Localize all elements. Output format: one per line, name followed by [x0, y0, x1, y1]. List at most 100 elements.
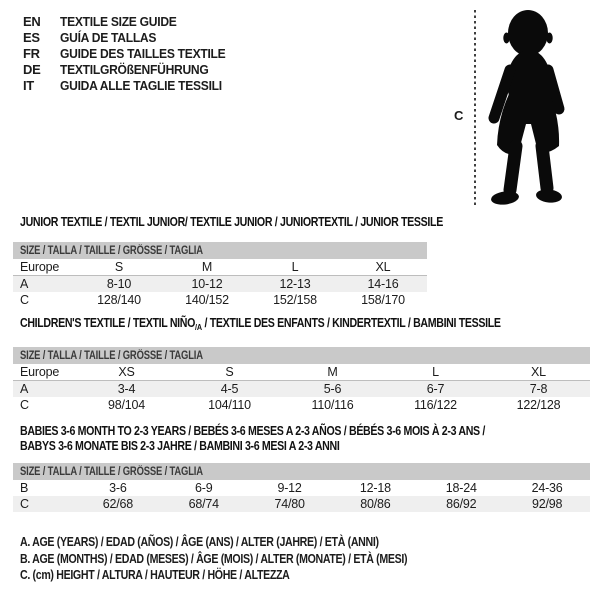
- table-cell: 6-9: [195, 481, 213, 495]
- section-title-text: CHILDREN'S TEXTILE / TEXTIL NIÑO/A / TEX…: [20, 317, 501, 334]
- note-line-text: C. (cm) HEIGHT / ALTURA / HAUTEUR / HÖHE…: [20, 568, 290, 582]
- table-cell: 122/128: [516, 398, 561, 412]
- language-guide-title: GUIDA ALLE TAGLIE TESSILI: [60, 77, 222, 93]
- height-c-label: C: [454, 108, 464, 123]
- language-entry: FR GUIDE DES TAILLES TEXTILE: [23, 45, 238, 61]
- table-row: A 8-10 10-12 12-13 14-16: [13, 276, 427, 292]
- note-line: C. (cm) HEIGHT / ALTURA / HAUTEUR / HÖHE…: [20, 567, 476, 584]
- table-cell: L: [291, 260, 299, 274]
- section-junior-textile: JUNIOR TEXTILE / TEXTIL JUNIOR/ TEXTILE …: [13, 216, 443, 308]
- table-row: B 3-6 6-9 9-12 12-18 18-24 24-36: [13, 480, 590, 496]
- language-entry: IT GUIDA ALLE TAGLIE TESSILI: [23, 77, 238, 93]
- table-cell: 140/152: [185, 293, 229, 307]
- title-part-sub: /A: [195, 322, 202, 332]
- language-guide-title: TEXTILE SIZE GUIDE: [60, 13, 177, 29]
- table-cell: 9-12: [277, 481, 302, 495]
- table-row: Europe S M L XL: [13, 259, 427, 276]
- table-cell: 92/98: [531, 497, 563, 511]
- row-label: B: [20, 481, 29, 495]
- language-guide-title: GUIDE DES TAILLES TEXTILE: [60, 45, 226, 61]
- baby-silhouette-icon: [488, 10, 565, 205]
- table-cell: 80/86: [360, 497, 391, 511]
- table-cell: 104/110: [208, 398, 251, 412]
- baby-height-figure: C: [452, 8, 582, 212]
- table-row: C 62/68 68/74 74/80 80/86 86/92 92/98: [13, 496, 590, 512]
- table-row: Europe XS S M L XL: [13, 364, 590, 381]
- height-dotted-line: [474, 10, 476, 207]
- table-cell: 8-10: [106, 277, 132, 291]
- note-line: B. AGE (MONTHS) / EDAD (MESES) / ÂGE (MO…: [20, 551, 476, 568]
- table-cell: 18-24: [445, 481, 477, 495]
- row-label: Europe: [20, 365, 60, 379]
- babies-size-table: B 3-6 6-9 9-12 12-18 18-24 24-36 C 62/68 68/74 74/…: [13, 480, 590, 512]
- row-label: C: [20, 293, 29, 307]
- table-cell: 3-6: [109, 481, 127, 495]
- table-cell: 98/104: [107, 398, 146, 412]
- title-part-pre: CHILDREN'S TEXTILE / TEXTIL NIÑO: [20, 316, 196, 330]
- table-cell: 158/170: [361, 293, 405, 307]
- language-code: ES: [23, 29, 40, 45]
- table-cell: 3-4: [117, 382, 136, 396]
- table-cell: 86/92: [446, 497, 477, 511]
- table-cell: 5-6: [323, 382, 342, 396]
- table-row: A 3-4 4-5 5-6 6-7 7-8: [13, 381, 590, 397]
- table-cell: L: [432, 365, 439, 379]
- language-entry: EN TEXTILE SIZE GUIDE: [23, 13, 238, 29]
- table-cell: 152/158: [273, 293, 317, 307]
- language-code: FR: [23, 45, 40, 61]
- junior-size-table: Europe S M L XL A 8-10 10-12 12-13 14-16 C 128/140 1…: [13, 259, 427, 308]
- table-cell: 116/122: [414, 398, 457, 412]
- table-cell: 6-7: [426, 382, 445, 396]
- table-cell: XS: [118, 365, 135, 379]
- table-cell: 12-13: [279, 277, 311, 291]
- table-cell: XL: [531, 365, 546, 379]
- size-header-bar: SIZE / TALLA / TAILLE / GRÖSSE / TAGLIA: [13, 463, 590, 480]
- section-title-text: JUNIOR TEXTILE / TEXTIL JUNIOR/ TEXTILE …: [20, 215, 443, 229]
- section-childrens-textile: CHILDREN'S TEXTILE / TEXTIL NIÑO/A / TEX…: [13, 317, 590, 413]
- table-cell: 128/140: [97, 293, 141, 307]
- table-row: C 128/140 140/152 152/158 158/170: [13, 292, 427, 308]
- table-cell: 62/68: [102, 497, 134, 511]
- size-header-bar: SIZE / TALLA / TAILLE / GRÖSSE / TAGLIA: [13, 347, 590, 364]
- language-code: DE: [23, 61, 41, 77]
- size-header-bar: SIZE / TALLA / TAILLE / GRÖSSE / TAGLIA: [13, 242, 427, 259]
- note-line-text: B. AGE (MONTHS) / EDAD (MESES) / ÂGE (MO…: [20, 551, 408, 566]
- table-cell: S: [225, 365, 234, 379]
- table-cell: 74/80: [274, 497, 305, 511]
- table-row: C 98/104 104/110 110/116 116/122 122/128: [13, 397, 590, 413]
- table-cell: 4-5: [220, 382, 239, 396]
- language-code: EN: [23, 13, 41, 29]
- note-line-text: A. AGE (YEARS) / EDAD (AÑOS) / ÂGE (ANS)…: [20, 535, 379, 549]
- table-cell: 10-12: [191, 277, 223, 291]
- section-babies-textile: BABIES 3-6 MONTH TO 2-3 YEARS / BEBÉS 3-…: [13, 424, 590, 512]
- section-title: JUNIOR TEXTILE / TEXTIL JUNIOR/ TEXTILE …: [13, 216, 443, 229]
- table-cell: XL: [375, 260, 391, 274]
- row-label: C: [20, 398, 29, 412]
- table-cell: 110/116: [311, 398, 354, 412]
- language-entry: DE TEXTILGRÖßENFÜHRUNG: [23, 61, 238, 77]
- row-label: Europe: [20, 260, 60, 274]
- row-label: A: [20, 382, 29, 396]
- section-title: CHILDREN'S TEXTILE / TEXTIL NIÑO/A / TEX…: [13, 317, 590, 334]
- size-header-text: SIZE / TALLA / TAILLE / GRÖSSE / TAGLIA: [20, 349, 203, 362]
- table-cell: 24-36: [531, 481, 563, 495]
- language-guide-title: GUÍA DE TALLAS: [60, 29, 157, 45]
- legend-notes: A. AGE (YEARS) / EDAD (AÑOS) / ÂGE (ANS)…: [20, 534, 476, 584]
- section-title-line1: BABIES 3-6 MONTH TO 2-3 YEARS / BEBÉS 3-…: [20, 424, 486, 438]
- section-title-line2: BABYS 3-6 MONATE BIS 2-3 JAHRE / BAMBINI…: [20, 439, 340, 453]
- size-header-text: SIZE / TALLA / TAILLE / GRÖSSE / TAGLIA: [20, 465, 203, 478]
- childrens-size-table: Europe XS S M L XL A 3-4 4-5 5-6 6-7 7-8 C 98/104 104/…: [13, 364, 590, 413]
- table-cell: 14-16: [367, 277, 399, 291]
- table-cell: M: [201, 260, 213, 274]
- section-title: BABIES 3-6 MONTH TO 2-3 YEARS / BEBÉS 3-…: [13, 424, 590, 454]
- row-label: C: [20, 497, 29, 511]
- language-code: IT: [23, 77, 34, 93]
- row-label: A: [20, 277, 29, 291]
- language-guide-title: TEXTILGRÖßENFÜHRUNG: [60, 61, 209, 77]
- note-line: A. AGE (YEARS) / EDAD (AÑOS) / ÂGE (ANS)…: [20, 534, 476, 551]
- language-title-list: EN TEXTILE SIZE GUIDE ES GUÍA DE TALLAS FR GU…: [23, 13, 238, 93]
- size-header-text: SIZE / TALLA / TAILLE / GRÖSSE / TAGLIA: [20, 244, 203, 257]
- table-cell: 7-8: [529, 382, 548, 396]
- language-entry: ES GUÍA DE TALLAS: [23, 29, 238, 45]
